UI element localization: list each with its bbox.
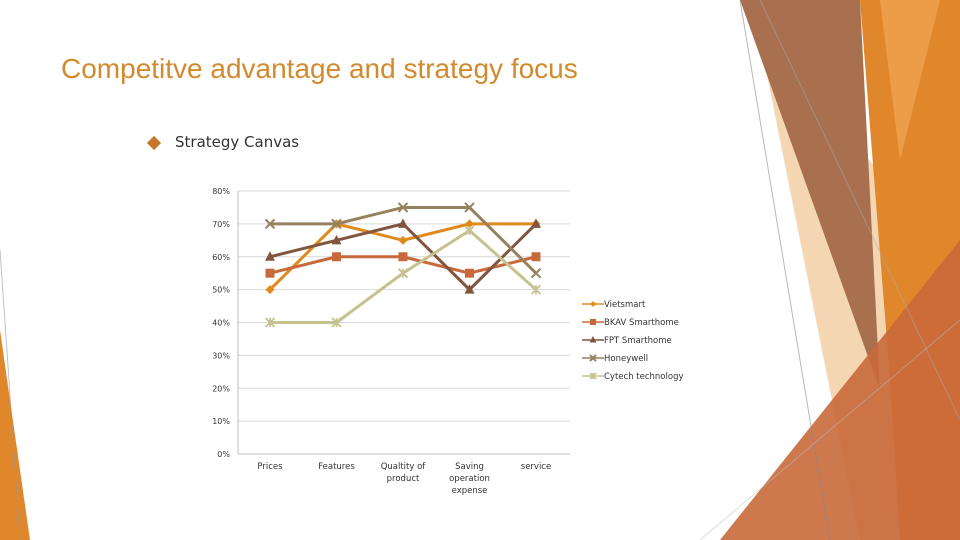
data-point-marker bbox=[397, 268, 409, 279]
data-point-marker bbox=[465, 268, 474, 278]
data-point-marker bbox=[331, 317, 342, 328]
y-tick-label: 60% bbox=[212, 253, 230, 262]
x-tick-label: service bbox=[521, 462, 551, 472]
y-tick-label: 50% bbox=[212, 286, 230, 295]
legend-label: Vietsmart bbox=[604, 300, 646, 310]
data-point-marker bbox=[530, 284, 542, 295]
decor-line-2 bbox=[759, 0, 960, 421]
data-point-marker bbox=[464, 284, 475, 294]
legend-marker bbox=[589, 336, 597, 343]
decor-lightorange-sliver bbox=[880, 0, 940, 160]
x-tick-label: Qualtity of product bbox=[381, 462, 427, 484]
decor-rust-wedge bbox=[720, 240, 960, 540]
y-tick-label: 20% bbox=[212, 384, 230, 393]
data-point-marker bbox=[464, 225, 475, 236]
y-tick-label: 40% bbox=[212, 319, 230, 328]
legend-marker bbox=[590, 301, 596, 307]
decor-line-3 bbox=[699, 319, 960, 540]
data-point-marker bbox=[264, 317, 276, 328]
decor-line-left bbox=[0, 249, 21, 540]
x-tick-label: Features bbox=[318, 462, 355, 472]
data-point-marker bbox=[465, 219, 474, 229]
y-tick-label: 10% bbox=[212, 417, 230, 426]
x-tick-label: Saving operation expense bbox=[449, 462, 490, 496]
data-point-marker bbox=[398, 235, 408, 245]
data-point-marker bbox=[397, 202, 409, 213]
legend-label: FPT Smarthome bbox=[604, 336, 672, 346]
slide-title: Competitve advantage and strategy focus bbox=[61, 53, 578, 84]
y-tick-label: 70% bbox=[212, 220, 230, 229]
data-point-marker bbox=[331, 218, 342, 230]
legend-label: BKAV Smarthome bbox=[604, 318, 679, 328]
decor-left-triangle bbox=[0, 330, 30, 540]
legend-marker bbox=[589, 354, 597, 362]
y-tick-label: 0% bbox=[217, 450, 230, 459]
data-point-marker bbox=[530, 267, 542, 279]
data-point-marker bbox=[265, 268, 275, 278]
legend-label: Cytech technology bbox=[604, 372, 684, 382]
bullet-strategy-canvas: Strategy Canvas bbox=[175, 133, 300, 151]
x-tick-label: Prices bbox=[257, 462, 283, 472]
data-point-marker bbox=[398, 252, 408, 262]
data-point-marker bbox=[265, 251, 275, 261]
data-point-marker bbox=[331, 234, 342, 245]
data-point-marker bbox=[531, 252, 541, 262]
y-tick-label: 80% bbox=[212, 187, 230, 196]
data-point-marker bbox=[265, 285, 275, 295]
data-point-marker bbox=[464, 202, 475, 213]
data-point-marker bbox=[531, 218, 541, 228]
decor-line-1 bbox=[739, 0, 831, 540]
legend-label: Honeywell bbox=[604, 354, 648, 364]
data-point-marker bbox=[398, 218, 408, 228]
legend-marker bbox=[590, 319, 596, 325]
decor-brown-panel bbox=[740, 0, 880, 390]
data-point-marker bbox=[332, 252, 341, 262]
legend-marker bbox=[589, 372, 597, 380]
data-point-marker bbox=[264, 218, 276, 230]
y-tick-label: 30% bbox=[212, 351, 230, 360]
